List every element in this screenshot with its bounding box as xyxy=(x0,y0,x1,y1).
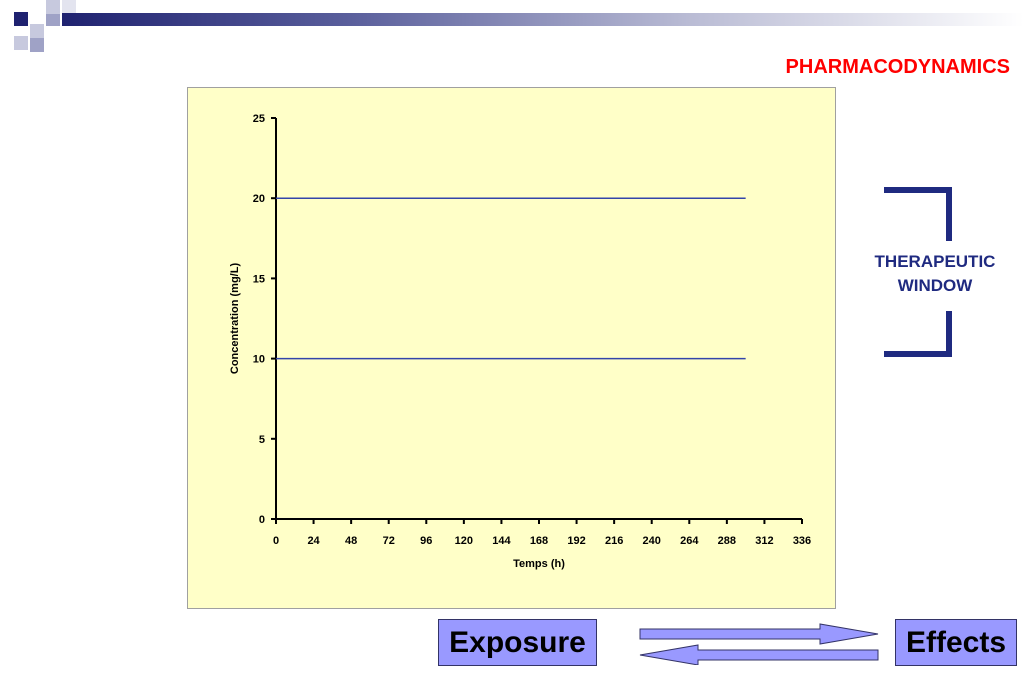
concentration-chart: 0 5 10 15 20 25 0 24 48 72 96 120 144 168 192 216 240 264… xyxy=(229,113,811,570)
x-tick-label: 24 xyxy=(307,535,320,547)
therapeutic-window-label: THERAPEUTIC WINDOW xyxy=(858,250,1012,298)
y-tick-label: 25 xyxy=(253,113,265,125)
exposure-box: Exposure xyxy=(438,619,597,666)
y-axis-label: Concentration (mg/L) xyxy=(229,263,241,375)
x-tick-label: 96 xyxy=(420,535,432,547)
header-bar xyxy=(62,13,1024,26)
x-axis-label: Temps (h) xyxy=(513,558,565,570)
x-tick-label: 312 xyxy=(755,535,773,547)
therapeutic-window-bracket-bottom xyxy=(884,311,952,357)
x-tick-label: 336 xyxy=(793,535,811,547)
x-tick-label: 264 xyxy=(680,535,699,547)
x-tick-label: 216 xyxy=(605,535,623,547)
x-tick-label: 288 xyxy=(718,535,736,547)
x-tick-label: 240 xyxy=(643,535,661,547)
therapeutic-window-line2: WINDOW xyxy=(897,276,973,295)
page-title: PHARMACODYNAMICS xyxy=(785,56,1010,78)
left-arrow-icon xyxy=(639,644,879,665)
x-tick-label: 192 xyxy=(567,535,585,547)
x-tick-label: 0 xyxy=(273,535,279,547)
effects-box: Effects xyxy=(895,619,1017,666)
therapeutic-window-bracket-top xyxy=(884,187,952,241)
therapeutic-window-line1: THERAPEUTIC xyxy=(874,252,996,271)
y-tick-label: 0 xyxy=(259,514,265,526)
bidirectional-arrows-icon xyxy=(639,623,879,665)
chart-area: 0 5 10 15 20 25 0 24 48 72 96 120 144 168 192 216 240 264… xyxy=(187,87,836,609)
y-tick-label: 5 xyxy=(259,434,265,446)
y-tick-label: 20 xyxy=(253,193,265,205)
x-tick-label: 168 xyxy=(530,535,548,547)
corner-decoration xyxy=(0,0,80,52)
x-tick-label: 72 xyxy=(383,535,395,547)
y-tick-label: 10 xyxy=(253,354,265,366)
x-tick-label: 120 xyxy=(455,535,473,547)
x-tick-label: 144 xyxy=(492,535,511,547)
y-tick-label: 15 xyxy=(253,273,265,285)
right-arrow-icon xyxy=(639,623,879,645)
x-tick-label: 48 xyxy=(345,535,357,547)
